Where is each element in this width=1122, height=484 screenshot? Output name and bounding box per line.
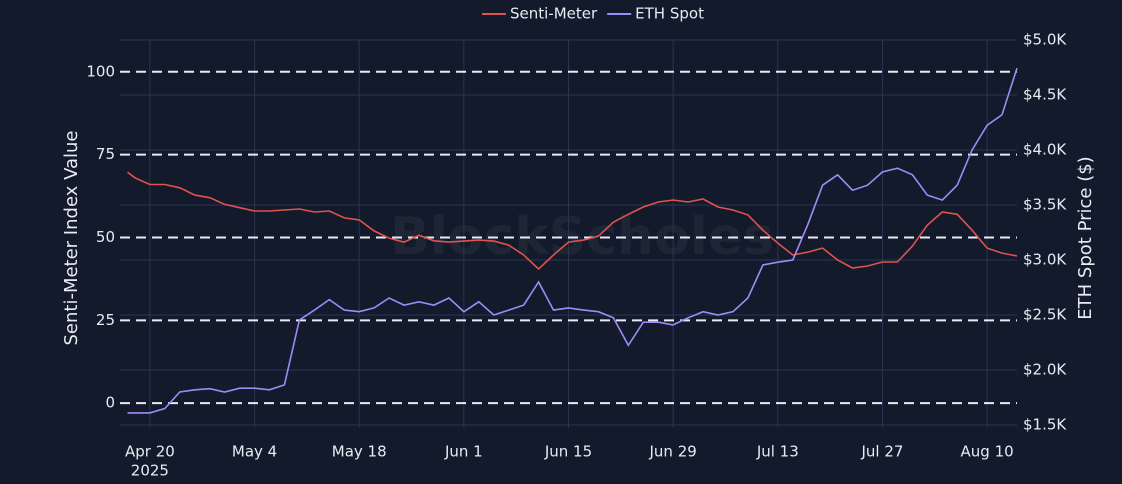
x-tick-label: Aug 10 <box>961 443 1014 461</box>
y-axis-title: Senti-Meter Index Value <box>61 130 82 345</box>
x-tick-label: May 18 <box>332 443 387 461</box>
legend-label[interactable]: Senti-Meter <box>510 5 598 23</box>
legend-label[interactable]: ETH Spot <box>635 5 704 23</box>
x-tick-label: Jun 29 <box>649 443 697 461</box>
y-tick-label: 50 <box>96 228 115 246</box>
y2-tick-label: $2.0K <box>1023 361 1067 379</box>
x-tick-label: Jun 1 <box>444 443 483 461</box>
y2-tick-label: $4.5K <box>1023 86 1067 104</box>
x-tick-label: May 4 <box>232 443 277 461</box>
x-tick-label: Apr 20 <box>125 443 175 461</box>
y2-tick-label: $3.0K <box>1023 251 1067 269</box>
y-tick-label: 75 <box>96 145 115 163</box>
y2-tick-label: $1.5K <box>1023 416 1067 434</box>
y-tick-label: 0 <box>105 394 115 412</box>
y2-tick-label: $2.5K <box>1023 306 1067 324</box>
y2-tick-label: $4.0K <box>1023 141 1067 159</box>
x-tick-label: Jul 13 <box>756 443 799 461</box>
y2-tick-label: $3.5K <box>1023 196 1067 214</box>
x-year-label: 2025 <box>131 462 169 480</box>
x-tick-label: Jun 15 <box>544 443 592 461</box>
y-tick-label: 100 <box>86 62 115 80</box>
x-tick-label: Jul 27 <box>860 443 903 461</box>
series-line <box>127 67 1018 414</box>
y-tick-label: 25 <box>96 311 115 329</box>
y2-axis-title: ETH Spot Price ($) <box>1075 156 1096 319</box>
y2-tick-label: $5.0K <box>1023 31 1067 49</box>
series-line <box>127 171 1018 271</box>
watermark: BlockScholes <box>390 207 774 267</box>
